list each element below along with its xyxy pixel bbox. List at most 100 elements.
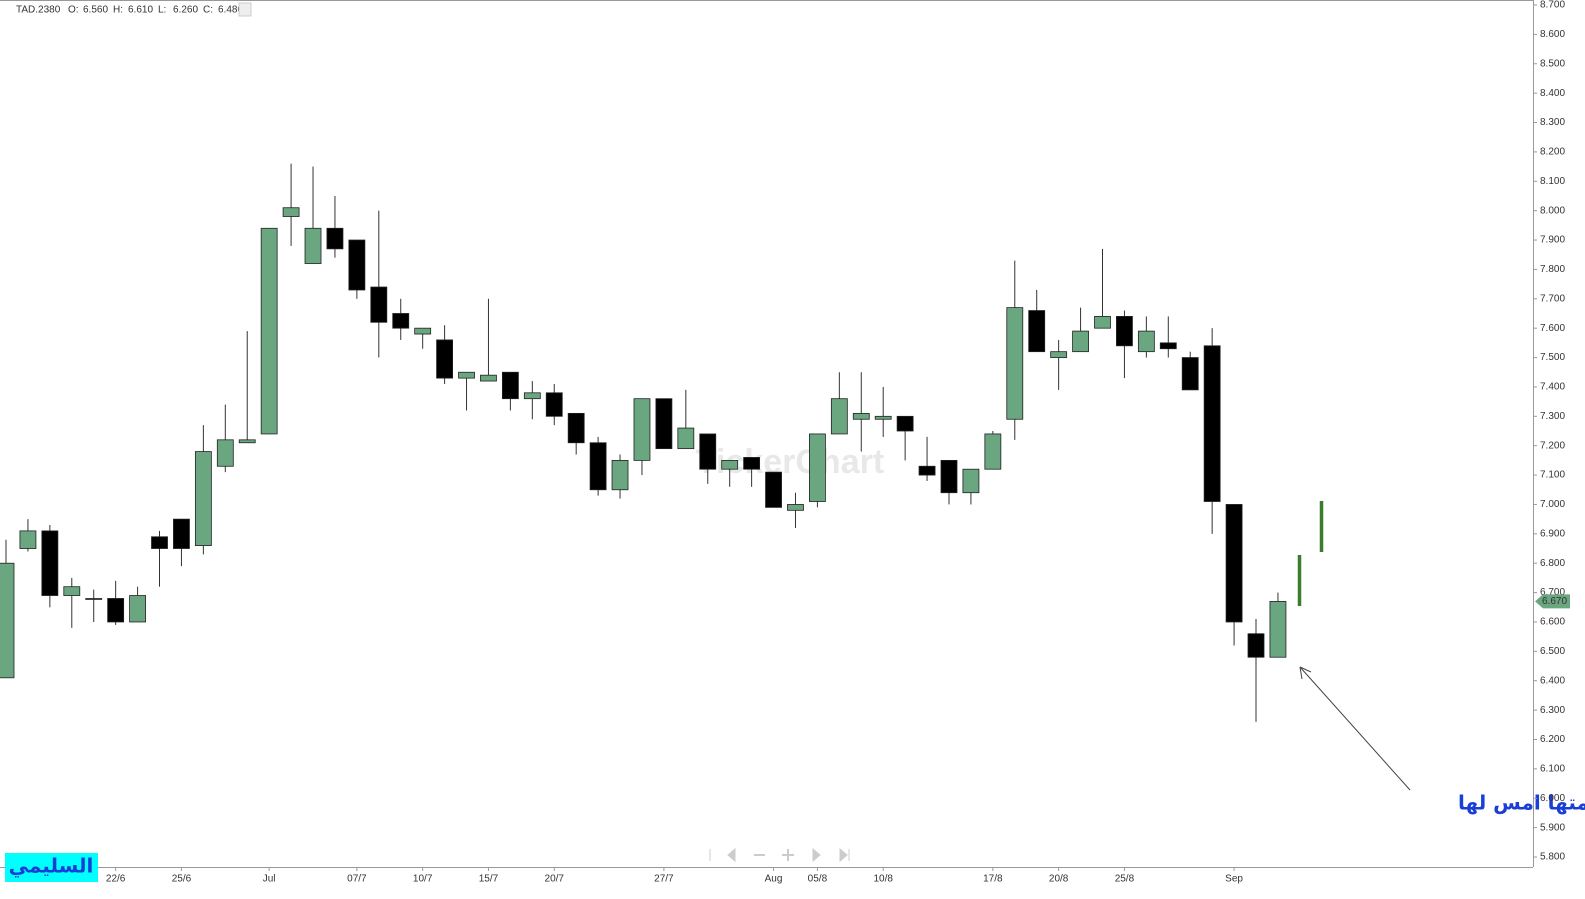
candle-body xyxy=(282,207,300,217)
x-tick-label: 17/8 xyxy=(983,874,1003,885)
candle-body xyxy=(1072,330,1089,353)
header-label: H: xyxy=(113,5,123,16)
candle-body xyxy=(765,471,782,508)
candle-body xyxy=(63,586,81,596)
last-price-marker xyxy=(1535,594,1570,609)
y-tick-label: 8.600 xyxy=(1540,29,1565,40)
candle-body xyxy=(501,371,519,400)
y-tick-label: 7.000 xyxy=(1540,499,1565,510)
header-label: L: xyxy=(158,5,166,16)
header-value: 6.260 xyxy=(173,5,198,16)
candle-body xyxy=(830,398,848,435)
candle-body xyxy=(1203,345,1221,502)
candle-body xyxy=(940,459,958,494)
header-label: C: xyxy=(203,5,213,16)
candle-body xyxy=(260,227,278,435)
candle-body xyxy=(655,398,673,450)
candle-body xyxy=(414,327,432,335)
candle-body xyxy=(852,412,870,420)
x-tick-label: Jul xyxy=(263,874,276,885)
candle-body xyxy=(589,442,607,491)
candle-body xyxy=(19,530,37,549)
candle-body xyxy=(41,530,59,596)
x-tick-label: 22/6 xyxy=(106,874,126,885)
x-tick-label: 15/7 xyxy=(479,874,499,885)
candle-body xyxy=(480,374,497,382)
x-tick-label: 07/7 xyxy=(347,874,367,885)
candle-body xyxy=(918,465,936,476)
candle-body xyxy=(677,427,695,450)
header-value: 6.610 xyxy=(128,5,153,16)
candle-body xyxy=(1094,316,1111,329)
y-tick-label: 6.800 xyxy=(1540,558,1565,569)
x-tick-label: 25/8 xyxy=(1115,874,1135,885)
candle-body xyxy=(787,504,804,511)
x-tick-label: Aug xyxy=(765,874,783,885)
nav-left[interactable] xyxy=(727,847,736,863)
candle-body xyxy=(984,433,1002,470)
x-tick-label: 10/7 xyxy=(413,874,433,885)
candle-body xyxy=(216,439,234,467)
candle-body xyxy=(173,518,190,549)
header-label: O: xyxy=(68,5,79,16)
y-tick-label: 5.800 xyxy=(1540,852,1565,863)
y-tick-label: 7.500 xyxy=(1540,352,1565,363)
last-price-label: 6.670 xyxy=(1542,596,1567,607)
candle-body xyxy=(743,457,761,470)
y-tick-label: 8.400 xyxy=(1540,88,1565,99)
y-tick-label: 5.900 xyxy=(1540,822,1565,833)
x-tick-label: 20/7 xyxy=(545,874,565,885)
candle-body xyxy=(458,371,475,379)
nav-controls xyxy=(709,847,850,863)
y-tick-label: 6.600 xyxy=(1540,617,1565,628)
annotation: هذه اول شمعه خضراء ابتلعت الشمعه التي رس… xyxy=(1458,791,1585,816)
x-tick-label: 25/6 xyxy=(172,874,192,885)
y-tick-label: 8.700 xyxy=(1540,0,1565,11)
candle-body xyxy=(1050,351,1068,358)
candle-body xyxy=(962,468,980,494)
candle-body xyxy=(896,415,914,432)
ohlc-header: TAD.2380 O: 6.560 H: 6.610 L: 6.260 C: 6.480 xyxy=(16,5,243,16)
candle-body xyxy=(1116,316,1133,347)
y-tick-label: 6.700 xyxy=(1540,587,1565,598)
candle-body xyxy=(370,286,388,323)
x-tick-label: 05/8 xyxy=(808,874,828,885)
candle-body xyxy=(1159,342,1177,350)
candle-body xyxy=(107,598,125,623)
symbol: TAD.2380 xyxy=(16,5,61,16)
candle-body xyxy=(545,392,563,417)
y-tick-label: 7.800 xyxy=(1540,264,1565,275)
candle-body xyxy=(809,433,826,502)
nav-zoom-in[interactable] xyxy=(782,849,794,861)
candle-body xyxy=(721,459,739,470)
candle-body xyxy=(1269,601,1287,658)
y-tick-label: 6.100 xyxy=(1540,764,1565,775)
nav-end[interactable] xyxy=(839,847,850,863)
candle-body xyxy=(699,433,717,470)
badge-bg xyxy=(5,853,98,882)
candle-body xyxy=(151,536,168,549)
y-tick-label: 8.100 xyxy=(1540,176,1565,187)
y-tick-label: 7.600 xyxy=(1540,323,1565,334)
y-tick-label: 6.000 xyxy=(1540,793,1565,804)
header-value: 6.480 xyxy=(218,5,243,16)
badge: السليمي xyxy=(9,854,94,879)
y-tick-label: 6.400 xyxy=(1540,675,1565,686)
candle-body xyxy=(129,595,146,623)
candle-body xyxy=(392,313,410,329)
x-tick-label: 10/8 xyxy=(873,874,893,885)
candle-body xyxy=(348,239,366,291)
y-tick-label: 7.200 xyxy=(1540,440,1565,451)
y-tick-label: 8.000 xyxy=(1540,205,1565,216)
candle-body xyxy=(1181,357,1199,391)
header-menu[interactable] xyxy=(238,2,252,17)
y-tick-label: 8.500 xyxy=(1540,58,1565,69)
nav-right[interactable] xyxy=(812,847,821,863)
x-tick-label: 27/7 xyxy=(654,874,674,885)
candle-body xyxy=(1225,504,1243,623)
x-tick-label: 20/8 xyxy=(1049,874,1069,885)
y-tick-label: 6.200 xyxy=(1540,734,1565,745)
y-tick-label: 7.700 xyxy=(1540,293,1565,304)
candle-body xyxy=(238,439,256,444)
